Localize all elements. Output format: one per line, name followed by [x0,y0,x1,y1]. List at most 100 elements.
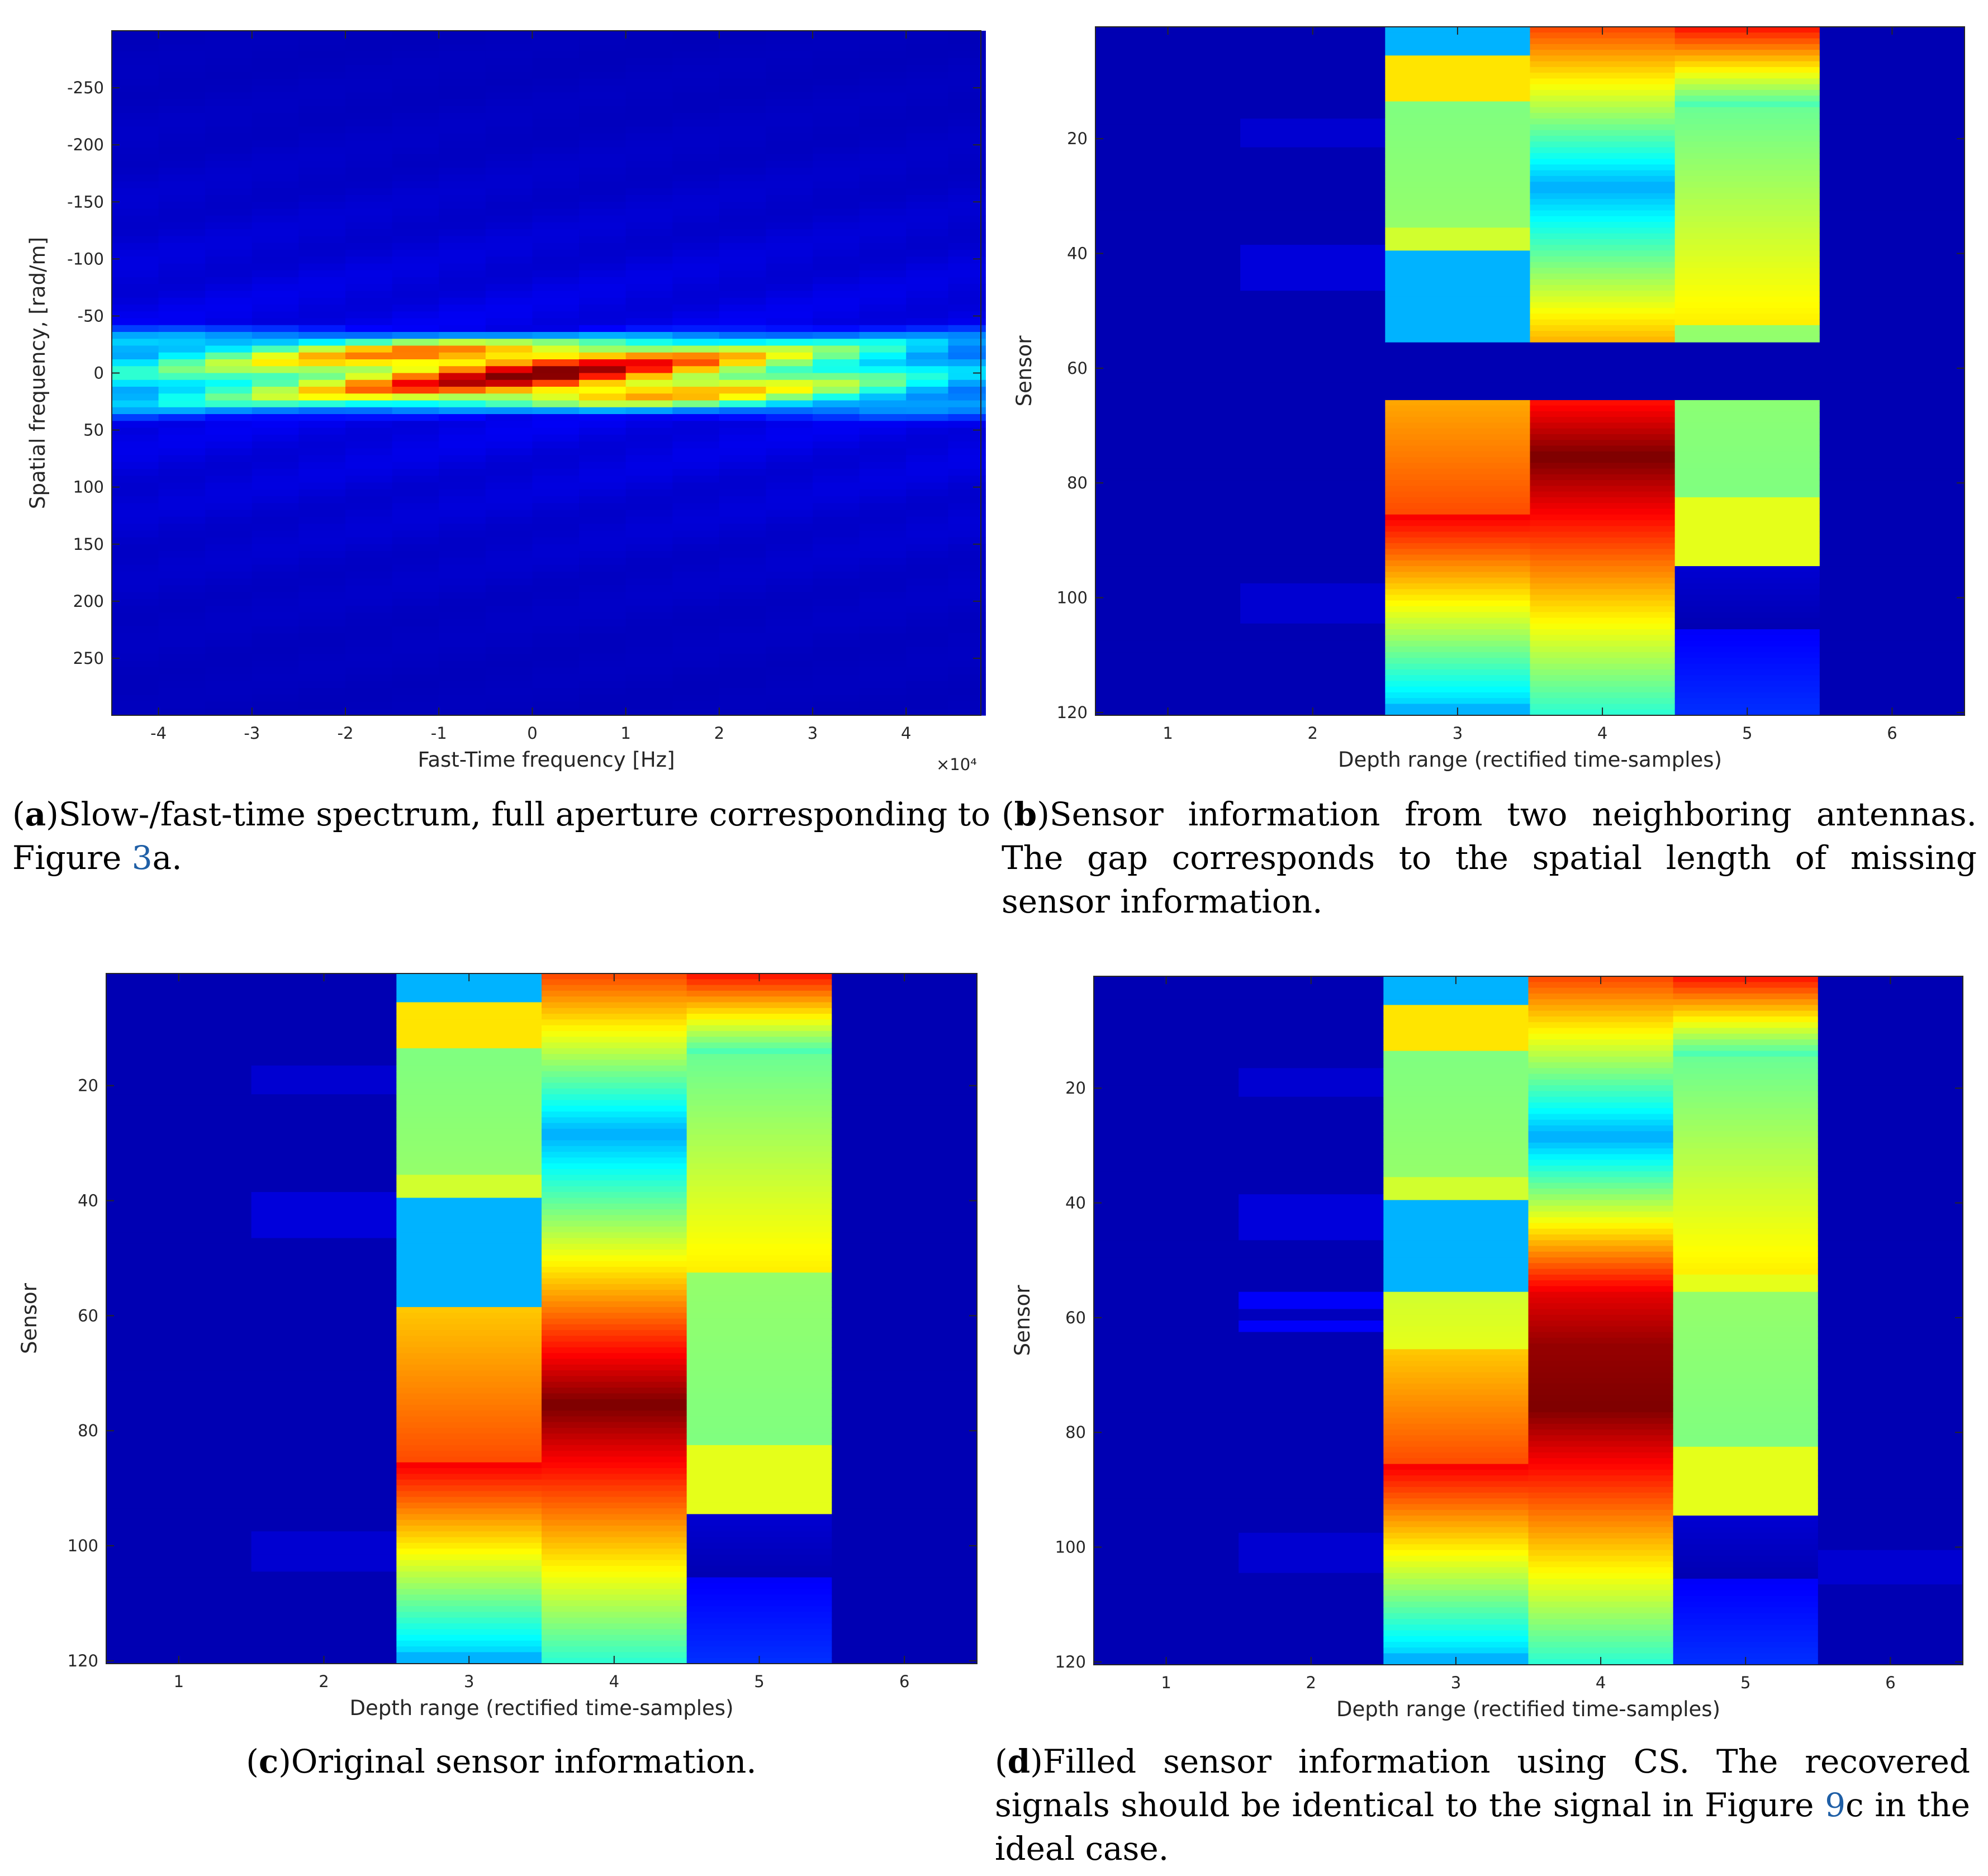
heatmap-cell [1818,1412,1963,1419]
heatmap-cell [205,284,253,292]
heatmap-cell [1385,704,1531,710]
heatmap-cell [106,1030,252,1037]
heatmap-cell [1094,1096,1239,1103]
heatmap-cell [251,1163,397,1170]
heatmap-cell [1239,1555,1384,1562]
heatmap-cell [252,496,300,504]
heatmap-cell [1239,1349,1384,1356]
heatmap-cell [251,1220,397,1227]
caption-b: (b)Sensor information from two neighbori… [1002,792,1977,923]
heatmap-cell [766,592,813,600]
heatmap-cell [1530,55,1676,62]
heatmap-cell [625,428,673,435]
heatmap-cell [1383,1028,1529,1034]
heatmap-cell [1095,256,1241,263]
heatmap-cell [396,1261,542,1267]
heatmap-cell [252,524,300,531]
heatmap-cell [1674,663,1820,670]
heatmap-cell [396,1025,542,1032]
heatmap-cell [205,379,253,387]
heatmap-cell [625,421,673,429]
heatmap-cell [1673,1263,1819,1270]
heatmap-cell [906,551,949,558]
heatmap-cell [1240,577,1386,584]
y-tick-label: 40 [78,1191,98,1210]
heatmap-cell [298,387,346,394]
heatmap-cell [1094,1573,1239,1579]
heatmap-cell [396,1307,542,1313]
heatmap-cell [906,441,949,449]
heatmap-cell [106,1468,252,1474]
heatmap-cell [813,469,860,476]
heatmap-cell [832,985,978,991]
heatmap-cell [686,1313,832,1319]
heatmap-cell [1819,256,1965,263]
heatmap-cell [1240,549,1386,555]
heatmap-cell [625,250,673,257]
heatmap-cell [1673,1056,1819,1063]
heatmap-cell [532,379,580,387]
heatmap-cell [158,305,206,312]
heatmap-cell [1673,1481,1819,1488]
heatmap-cell [813,688,860,695]
heatmap-cell [1239,1504,1384,1511]
heatmap-cell [1530,61,1676,68]
heatmap-cell [1530,692,1676,699]
heatmap-cell [532,708,580,716]
heatmap-cell [1818,1400,1963,1407]
heatmap-cell [948,653,986,661]
heatmap-cell [106,1261,252,1267]
heatmap-cell [859,126,907,134]
heatmap-cell [766,243,813,250]
heatmap-cell [298,51,346,59]
heatmap-cell [672,571,720,579]
heatmap-cell [106,1077,252,1084]
heatmap-cell [1239,1544,1384,1551]
heatmap-cell [719,564,767,572]
heatmap-cell [542,1209,687,1215]
heatmap-cell [1239,1286,1384,1293]
heatmap-cell [1385,422,1531,429]
heatmap-cell [859,661,907,668]
heatmap-cell [1095,698,1241,705]
heatmap-cell [948,667,986,675]
heatmap-cell [1673,1595,1819,1602]
figure-reference-link[interactable]: 3 [131,839,153,877]
heatmap-cell [251,1612,397,1618]
heatmap-cell [532,421,580,429]
heatmap-cell [252,72,300,79]
heatmap-cell [1673,1538,1819,1545]
heatmap-cell [485,140,533,148]
heatmap-cell [1673,1142,1819,1149]
heatmap-cell [1239,1452,1384,1459]
heatmap-cell [1240,245,1386,251]
heatmap-cell [1530,663,1676,670]
heatmap-cell [625,633,673,640]
heatmap-cell [485,558,533,566]
heatmap-cell [686,1491,832,1498]
figure-reference-link[interactable]: 9 [1825,1786,1846,1824]
heatmap-cell [1095,273,1241,280]
heatmap-cell [158,277,206,284]
caption-tag: (c) [246,1742,291,1780]
heatmap-cell [1530,308,1676,314]
heatmap-cell [205,106,253,113]
heatmap-cell [1818,1595,1963,1602]
heatmap-cell [532,373,580,381]
heatmap-cell [625,400,673,408]
heatmap-cell [1674,222,1820,228]
heatmap-cell [1673,1378,1819,1384]
heatmap-cell [1528,1257,1674,1264]
x-tick-label: 1 [1161,1673,1171,1692]
heatmap-cell [672,359,720,367]
heatmap-cell [1528,993,1674,1000]
heatmap-cell [1094,1625,1239,1631]
heatmap-cell [1673,1372,1819,1379]
heatmap-cell [112,120,159,127]
heatmap-cell [112,366,159,374]
heatmap-cell [396,1220,542,1227]
heatmap-cell [158,653,206,661]
heatmap-cell [1528,1355,1674,1361]
heatmap-cell [345,551,393,558]
heatmap-cell [532,339,580,346]
